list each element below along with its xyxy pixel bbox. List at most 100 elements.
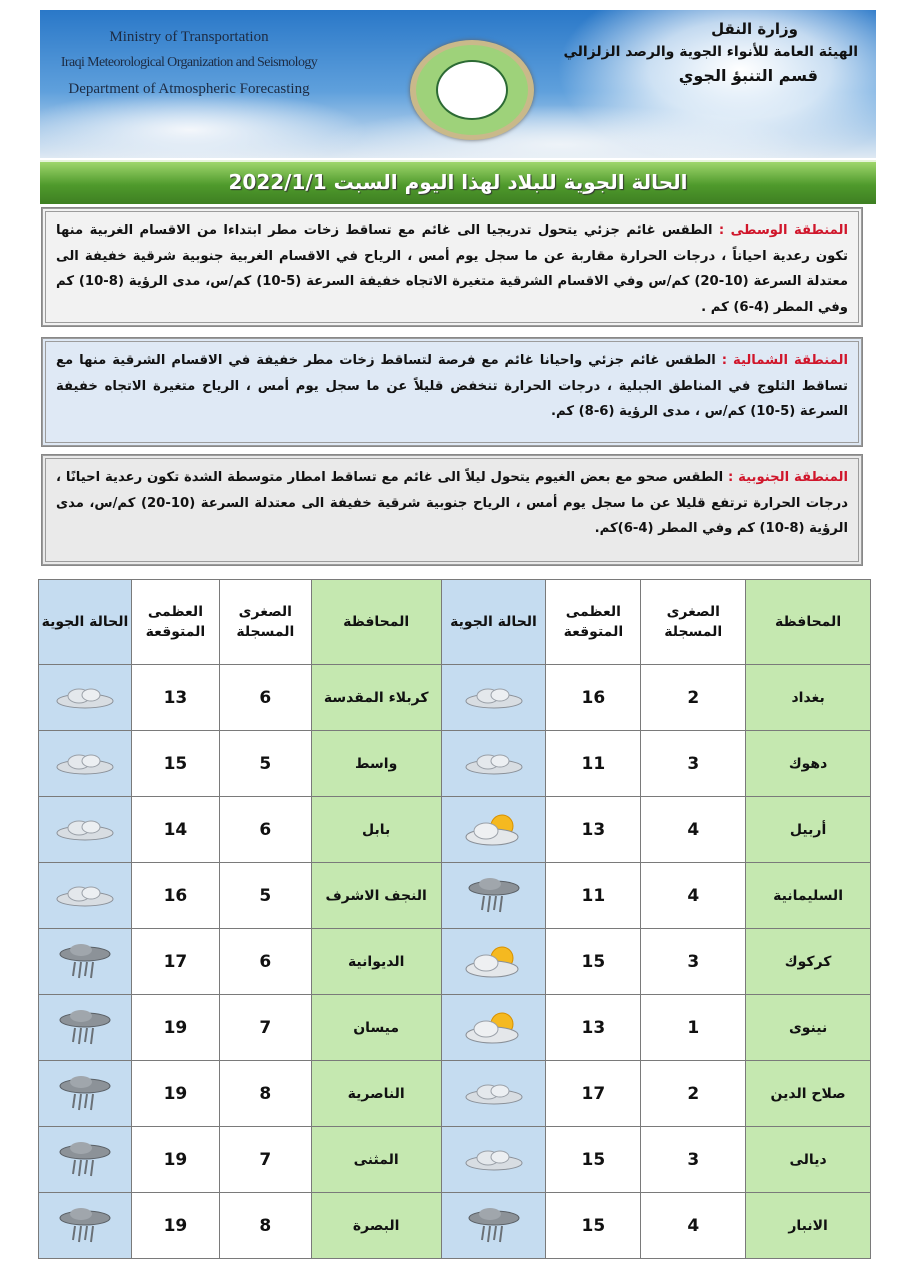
cloudy-icon xyxy=(442,1145,546,1175)
cell-max: 19 xyxy=(130,994,220,1061)
forecast-table: المحافظة الصغرى المسجلة العظمى المتوقعة … xyxy=(38,579,871,1259)
english-header: Ministry of Transportation Iraqi Meteoro… xyxy=(54,24,324,102)
ministry-name: Ministry of Transportation xyxy=(109,29,269,45)
cell-weather xyxy=(38,664,132,731)
table-row: دهوك 3 11 واسط 5 15 xyxy=(38,730,871,797)
header-min: الصغرى المسجلة xyxy=(218,579,312,665)
region-label: المنطقة الشمالية : xyxy=(721,353,848,368)
cell-max: 11 xyxy=(545,730,642,797)
cell-province: النجف الاشرف xyxy=(310,862,442,929)
header-max: العظمى المتوقعة xyxy=(545,579,642,665)
rain-cloud-icon xyxy=(39,1206,131,1246)
header-weather: الحالة الجوية xyxy=(440,579,547,665)
cell-min: 3 xyxy=(640,1126,747,1193)
cell-weather xyxy=(440,994,547,1061)
header-province: المحافظة xyxy=(745,579,871,665)
cell-province: ميسان xyxy=(310,994,442,1061)
cell-max: 16 xyxy=(130,862,220,929)
cell-province: ديالى xyxy=(745,1126,871,1193)
cloudy-icon xyxy=(39,683,131,713)
cell-max: 19 xyxy=(130,1060,220,1127)
cell-province: الناصرية xyxy=(310,1060,442,1127)
cell-max: 13 xyxy=(130,664,220,731)
region-text: الطقس صحو مع بعض الغيوم يتحول ليلاً الى … xyxy=(56,470,848,536)
cell-weather xyxy=(440,862,547,929)
cell-weather xyxy=(440,796,547,863)
title-bar: الحالة الجوية للبلاد لهذا اليوم السبت 20… xyxy=(40,160,876,204)
cell-min: 3 xyxy=(640,928,747,995)
table-row: الانبار 4 15 البصرة 8 19 xyxy=(38,1192,871,1259)
cell-province: أربيل xyxy=(745,796,871,863)
cloudy-icon xyxy=(442,1079,546,1109)
cell-min: 3 xyxy=(640,730,747,797)
cell-max: 16 xyxy=(545,664,642,731)
cell-weather xyxy=(38,1192,132,1259)
cell-max: 17 xyxy=(545,1060,642,1127)
cell-min: 7 xyxy=(218,994,312,1061)
table-row: ديالى 3 15 المثنى 7 19 xyxy=(38,1126,871,1193)
table-row: صلاح الدين 2 17 الناصرية 8 19 xyxy=(38,1060,871,1127)
region-label: المنطقة الجنوبية : xyxy=(728,470,848,485)
organization-name: Iraqi Meteorological Organization and Se… xyxy=(60,55,318,70)
cell-weather xyxy=(440,928,547,995)
cell-province: السليمانية xyxy=(745,862,871,929)
header-max: العظمى المتوقعة xyxy=(130,579,220,665)
partly-cloudy-icon xyxy=(442,942,546,982)
cell-max: 13 xyxy=(545,994,642,1061)
header-province: المحافظة xyxy=(310,579,442,665)
rain-cloud-icon xyxy=(39,942,131,982)
header-min: الصغرى المسجلة xyxy=(640,579,747,665)
region-text: الطقس غائم جزئي يتحول تدريجيا الى غائم م… xyxy=(56,223,848,315)
cell-min: 2 xyxy=(640,664,747,731)
rain-cloud-icon xyxy=(442,1206,546,1246)
cell-min: 6 xyxy=(218,928,312,995)
cell-max: 19 xyxy=(130,1192,220,1259)
header-banner: Ministry of Transportation Iraqi Meteoro… xyxy=(40,10,876,158)
cell-max: 17 xyxy=(130,928,220,995)
cell-max: 14 xyxy=(130,796,220,863)
cell-province: صلاح الدين xyxy=(745,1060,871,1127)
cell-min: 4 xyxy=(640,796,747,863)
rain-cloud-icon xyxy=(442,876,546,916)
cell-province: دهوك xyxy=(745,730,871,797)
header-weather: الحالة الجوية xyxy=(38,579,132,665)
rain-cloud-icon xyxy=(39,1140,131,1180)
cell-province: الانبار xyxy=(745,1192,871,1259)
cell-weather xyxy=(440,1126,547,1193)
cell-min: 7 xyxy=(218,1126,312,1193)
table-row: السليمانية 4 11 النجف الاشرف 5 16 xyxy=(38,862,871,929)
cell-min: 8 xyxy=(218,1192,312,1259)
cell-weather xyxy=(440,664,547,731)
region-north: المنطقة الشمالية : الطقس غائم جزئي واحيا… xyxy=(41,337,863,447)
organization-name-ar: الهيئة العامة للأنواء الجوية والرصد الزل… xyxy=(563,44,858,60)
cell-weather xyxy=(440,730,547,797)
cell-province: واسط xyxy=(310,730,442,797)
cell-max: 11 xyxy=(545,862,642,929)
ministry-name-ar: وزارة النقل xyxy=(711,20,798,38)
partly-cloudy-icon xyxy=(442,1008,546,1048)
region-label: المنطقة الوسطى : xyxy=(718,223,848,238)
cell-max: 15 xyxy=(545,928,642,995)
arabic-header: وزارة النقل الهيئة العامة للأنواء الجوية… xyxy=(563,20,858,85)
rain-cloud-icon xyxy=(39,1074,131,1114)
cloudy-icon xyxy=(442,683,546,713)
cell-min: 4 xyxy=(640,1192,747,1259)
cell-min: 8 xyxy=(218,1060,312,1127)
table-row: كركوك 3 15 الديوانية 6 17 xyxy=(38,928,871,995)
cell-min: 5 xyxy=(218,730,312,797)
cell-weather xyxy=(38,730,132,797)
table-row: بغداد 2 16 كربلاء المقدسة 6 13 xyxy=(38,664,871,731)
partly-cloudy-icon xyxy=(442,810,546,850)
cell-weather xyxy=(440,1192,547,1259)
table-row: نينوى 1 13 ميسان 7 19 xyxy=(38,994,871,1061)
cell-weather xyxy=(38,796,132,863)
department-name: Department of Atmospheric Forecasting xyxy=(68,81,310,97)
cloudy-icon xyxy=(442,749,546,779)
cell-max: 15 xyxy=(545,1192,642,1259)
cell-min: 6 xyxy=(218,796,312,863)
cell-max: 19 xyxy=(130,1126,220,1193)
cell-max: 15 xyxy=(130,730,220,797)
page-title: الحالة الجوية للبلاد لهذا اليوم السبت 20… xyxy=(228,170,688,194)
cell-province: نينوى xyxy=(745,994,871,1061)
cell-max: 13 xyxy=(545,796,642,863)
